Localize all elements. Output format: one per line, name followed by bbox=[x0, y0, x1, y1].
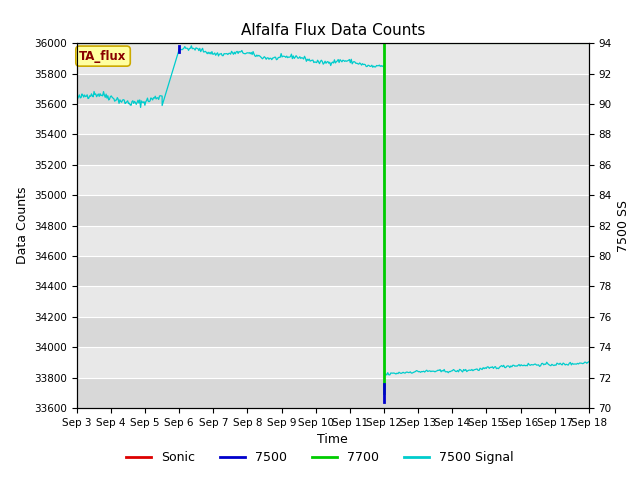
Bar bbox=[77, 256, 589, 287]
Bar bbox=[77, 317, 589, 347]
Bar bbox=[77, 165, 589, 195]
Bar bbox=[77, 195, 589, 226]
Y-axis label: Data Counts: Data Counts bbox=[15, 187, 29, 264]
X-axis label: Time: Time bbox=[317, 433, 348, 446]
Bar bbox=[77, 287, 589, 317]
Bar bbox=[77, 73, 589, 104]
Bar bbox=[77, 43, 589, 73]
Bar bbox=[77, 134, 589, 165]
Bar bbox=[77, 347, 589, 378]
Bar bbox=[77, 378, 589, 408]
Legend: Sonic, 7500, 7700, 7500 Signal: Sonic, 7500, 7700, 7500 Signal bbox=[121, 446, 519, 469]
Title: Alfalfa Flux Data Counts: Alfalfa Flux Data Counts bbox=[241, 23, 425, 38]
Bar bbox=[77, 226, 589, 256]
Y-axis label: 7500 SS: 7500 SS bbox=[618, 200, 630, 252]
Text: TA_flux: TA_flux bbox=[79, 49, 127, 62]
Bar bbox=[77, 104, 589, 134]
